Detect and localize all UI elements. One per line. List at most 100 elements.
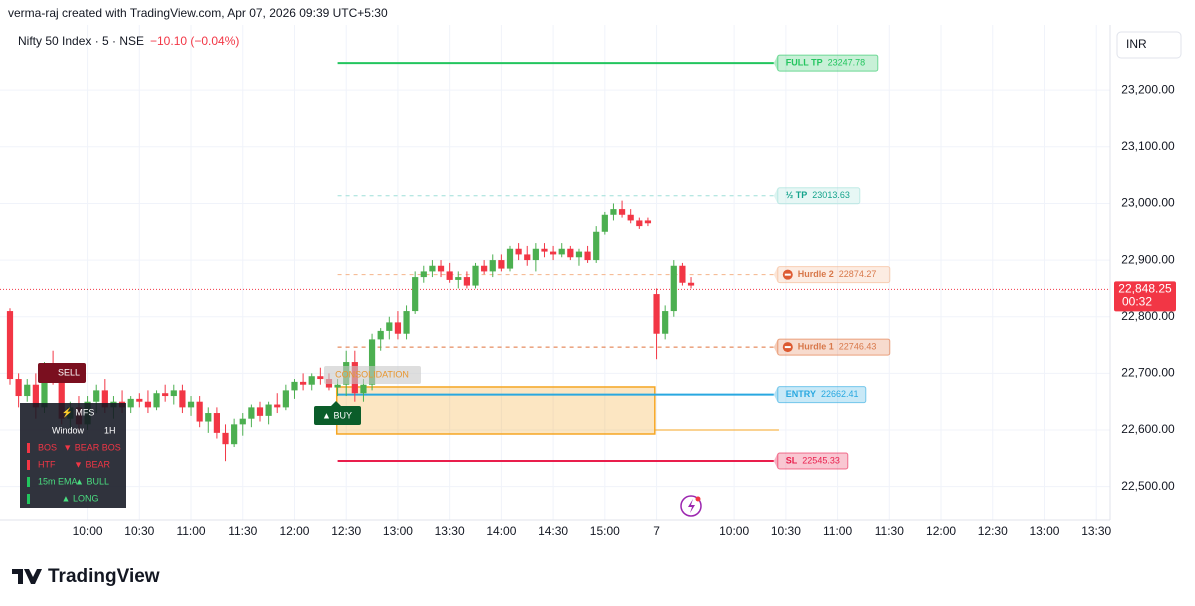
consolidation-box <box>324 366 421 384</box>
y-tick-label: 22,600.00 <box>1121 422 1175 436</box>
buy-label: ▲ BUY <box>322 410 352 420</box>
level-label-box <box>777 386 867 404</box>
event-dot <box>695 496 701 502</box>
level-label-box <box>777 452 849 470</box>
currency[interactable]: INR <box>1126 37 1147 51</box>
y-tick-label: 23,100.00 <box>1121 139 1175 153</box>
y-tick-label: 22,900.00 <box>1121 252 1175 266</box>
candle-body <box>627 214 634 221</box>
candle-body <box>136 398 143 402</box>
candle-body <box>644 220 652 224</box>
level-value: 22874.27 <box>839 269 877 279</box>
panel-value: ▼ BEAR BOS <box>63 442 120 452</box>
candle-body <box>653 294 660 334</box>
level-value: 22662.41 <box>821 389 859 399</box>
panel-key: HTF <box>38 459 56 469</box>
candle-body <box>403 311 410 334</box>
x-tick-label: 14:30 <box>538 524 568 538</box>
sell-label: SELL <box>58 367 80 377</box>
x-tick-label: 11:00 <box>176 524 205 538</box>
level-pointer <box>773 187 778 204</box>
change: −10.10 (−0.04%) <box>150 34 239 48</box>
candle-body <box>463 277 470 286</box>
candle-body <box>584 251 591 261</box>
candle-body <box>377 330 384 340</box>
candle-body <box>162 393 169 397</box>
y-tick-label: 22,500.00 <box>1121 479 1175 493</box>
candle-body <box>15 379 22 397</box>
hurdle-icon-bar <box>784 346 791 349</box>
candle-body <box>636 220 643 227</box>
candle-body <box>153 393 160 408</box>
candle-body <box>58 379 65 419</box>
level-label-box <box>777 266 891 284</box>
candle-body <box>274 404 281 408</box>
currency-button[interactable] <box>1116 31 1182 59</box>
candle-body <box>506 248 514 269</box>
x-tick-label: 10:30 <box>124 524 154 538</box>
candle-body <box>601 214 608 232</box>
logo: TradingView <box>12 566 160 587</box>
x-tick-label: 13:00 <box>1029 524 1059 538</box>
plot <box>0 62 1110 462</box>
level-label-box <box>777 338 891 356</box>
candle-body <box>282 390 289 408</box>
candle-body <box>550 251 557 255</box>
level-name: Hurdle 2 <box>798 269 834 279</box>
candle-body <box>420 271 427 278</box>
candle-body <box>291 381 298 391</box>
hurdle-icon-bar <box>784 273 791 276</box>
level-value: 22545.33 <box>802 455 840 465</box>
symbol: Nifty 50 Index · 5 · NSE <box>18 34 144 48</box>
candle-body <box>515 248 522 255</box>
x-tick-label: 11:00 <box>823 524 852 538</box>
candle-body <box>455 277 462 280</box>
candle-body <box>239 418 246 425</box>
x-tick-label: 15:00 <box>590 524 620 538</box>
x-tick-label: 12:30 <box>978 524 1008 538</box>
candle-body <box>610 209 617 215</box>
level-pointer <box>773 452 778 469</box>
candle-body <box>248 407 255 419</box>
candle-body <box>593 231 600 261</box>
panel-key: BOS <box>38 442 57 452</box>
last-price-badge <box>1114 281 1176 312</box>
candle-body <box>575 251 583 258</box>
candle-body <box>317 376 324 380</box>
candle-body <box>127 398 134 408</box>
level-value: 23013.63 <box>812 190 850 200</box>
candle-body <box>360 384 367 394</box>
candle-body <box>662 311 669 334</box>
event-icon[interactable] <box>680 495 702 517</box>
level-name: ½ TP <box>786 190 808 200</box>
panel-title: ⚡ MFS <box>62 406 95 418</box>
candle-body <box>32 384 39 408</box>
candle-body <box>481 265 488 272</box>
panel <box>20 403 126 508</box>
candle-body <box>489 260 496 272</box>
candle-body <box>231 424 238 445</box>
panel-marker <box>27 460 30 470</box>
candle-body <box>567 248 574 258</box>
x-tick-label: 11:30 <box>875 524 904 538</box>
event-bolt <box>688 499 695 513</box>
candle-body <box>222 432 229 445</box>
candle-body <box>24 384 31 397</box>
candle-body <box>256 407 264 416</box>
y-tick-label: 22,700.00 <box>1121 366 1175 380</box>
candle-body <box>437 265 445 272</box>
candle-body <box>670 265 677 312</box>
level-name: Hurdle 1 <box>798 341 834 351</box>
candle-body <box>429 265 436 272</box>
level-name: ENTRY <box>786 389 816 399</box>
candle-body <box>93 390 100 402</box>
candle-body <box>618 209 626 215</box>
candle-body <box>498 260 505 269</box>
panel-key: 15m EMA <box>38 476 78 486</box>
candle-body <box>687 282 695 286</box>
panel-value: ▲ LONG <box>62 493 99 503</box>
candle-body <box>179 390 186 408</box>
x-tick-label: 13:30 <box>435 524 465 538</box>
